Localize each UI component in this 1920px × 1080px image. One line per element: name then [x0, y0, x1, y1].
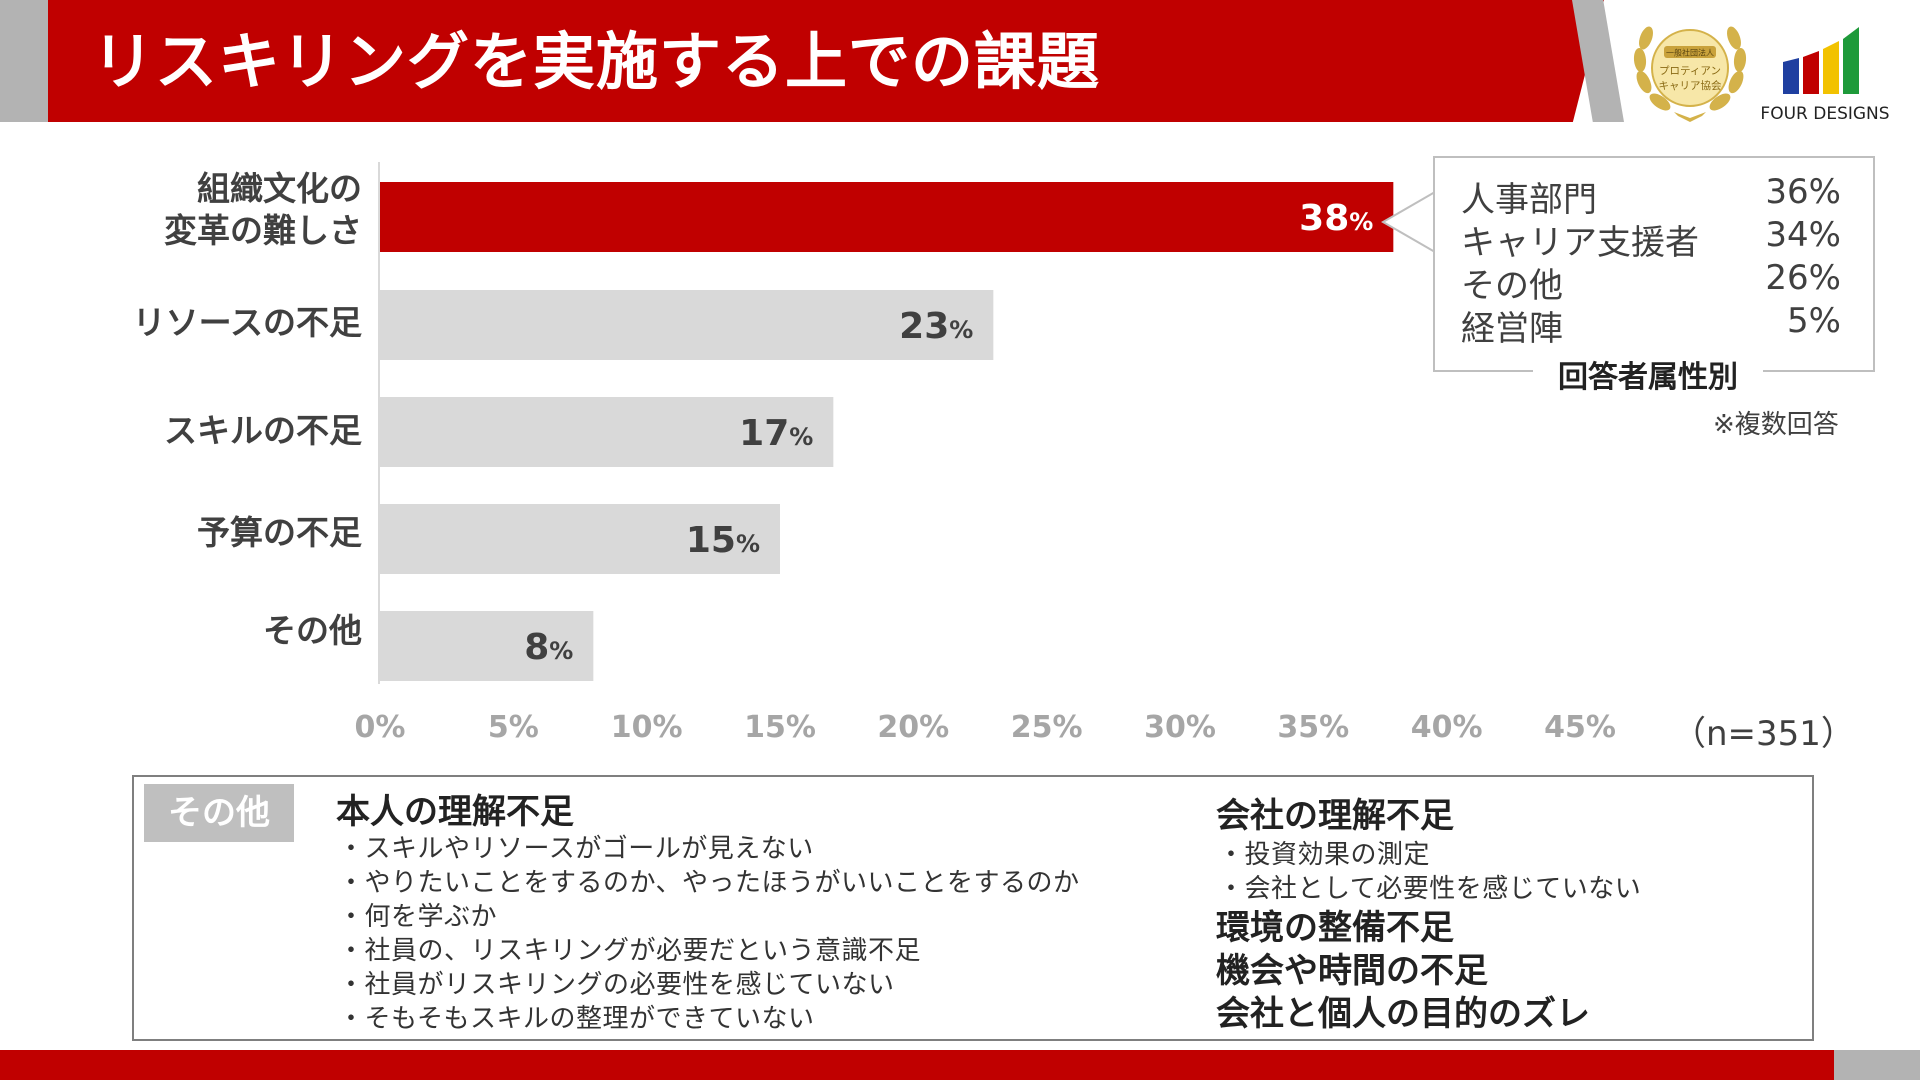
data-label-3: 17%: [739, 413, 813, 454]
heading-opportunity-time: 機会や時間の不足: [1216, 951, 1488, 991]
footer-accent: [1834, 1050, 1920, 1080]
bar-3: [380, 397, 834, 467]
footer-bar: [0, 1050, 1834, 1080]
x-tick-label: 5%: [487, 710, 539, 745]
x-tick-label: 40%: [1410, 710, 1483, 745]
group-title-self-understanding: 本人の理解不足: [336, 792, 574, 832]
brand-bars-icon: [1783, 27, 1859, 94]
callout-row-name: その他: [1461, 266, 1563, 306]
category-label-4: 予算の不足: [197, 513, 362, 552]
callout-row: 人事部門 36%: [1461, 172, 1841, 220]
four-designs-logo: FOUR DESIGNS: [1745, 20, 1905, 128]
sample-size-note: （n=351）: [1672, 714, 1855, 754]
x-tick-label: 35%: [1277, 710, 1350, 745]
group-title-company-understanding: 会社の理解不足: [1216, 796, 1454, 836]
category-label-5: その他: [263, 611, 362, 650]
brand-name: FOUR DESIGNS: [1760, 104, 1890, 124]
category-label-3: スキルの不足: [164, 411, 362, 450]
data-label-4: 15%: [686, 520, 760, 561]
callout-pointer: [1380, 190, 1436, 254]
list-item: ・会社として必要性を感じていない: [1218, 874, 1642, 904]
callout-caption: 回答者属性別: [1533, 352, 1763, 396]
bar-1: [380, 182, 1394, 252]
list-item: ・何を学ぶか: [338, 902, 498, 932]
bar-2: [380, 290, 994, 360]
category-label-1: 組織文化の 変革の難しさ: [82, 168, 362, 252]
data-label-1: 38%: [1299, 198, 1373, 239]
callout-row: キャリア支援者 34%: [1461, 215, 1841, 263]
x-tick-label: 10%: [610, 710, 683, 745]
seal-text-3: キャリア協会: [1659, 79, 1722, 92]
callout-row-value: 34%: [1765, 215, 1841, 255]
seal-text-2: プロティアン: [1659, 65, 1721, 77]
association-seal-logo: 一般社団法人 プロティアン キャリア協会: [1633, 26, 1747, 122]
category-label-1-line-1: 組織文化の: [197, 169, 362, 208]
other-tag: その他: [144, 784, 294, 842]
bar-chart: 38% 23% 17% 15% 8%: [380, 182, 1394, 681]
x-tick-label: 30%: [1144, 710, 1216, 745]
heading-environment: 環境の整備不足: [1216, 908, 1454, 948]
list-item: ・社員がリスキリングの必要性を感じていない: [338, 970, 895, 1000]
respondent-breakdown-box: 人事部門 36% キャリア支援者 34% その他 26% 経営陣 5%: [1433, 156, 1875, 372]
category-label-2: リソースの不足: [132, 303, 362, 342]
bar-4: [380, 504, 780, 574]
seal-text-1: 一般社団法人: [1666, 48, 1714, 58]
other-responses-box: [132, 775, 1814, 1041]
callout-row-value: 5%: [1787, 301, 1841, 341]
callout-row-name: 人事部門: [1461, 180, 1597, 220]
list-item: ・そもそもスキルの整理ができていない: [338, 1004, 815, 1034]
header-bar: [48, 0, 1604, 122]
callout-row-value: 26%: [1765, 258, 1841, 298]
multiple-answers-note: ※複数回答: [1713, 410, 1839, 440]
callout-row-name: キャリア支援者: [1461, 223, 1699, 263]
data-label-2: 23%: [899, 306, 973, 347]
x-tick-label: 15%: [744, 710, 816, 745]
callout-row-value: 36%: [1765, 172, 1841, 212]
x-tick-label: 45%: [1544, 710, 1616, 745]
heading-goal-mismatch: 会社と個人の目的のズレ: [1216, 994, 1590, 1034]
header-accent-left: [0, 0, 48, 122]
x-tick-label: 20%: [877, 710, 950, 745]
list-item: ・スキルやリソースがゴールが見えない: [338, 834, 814, 864]
list-item: ・社員の、リスキリングが必要だという意識不足: [338, 936, 922, 966]
callout-row-name: 経営陣: [1461, 309, 1563, 349]
page-title: リスキリングを実施する上での課題: [92, 25, 1101, 98]
callout-row: その他 26%: [1461, 258, 1841, 306]
x-tick-label: 0%: [354, 710, 406, 745]
category-label-1-line-2: 変革の難しさ: [164, 211, 362, 250]
list-item: ・投資効果の測定: [1218, 840, 1431, 870]
x-tick-label: 25%: [1010, 710, 1083, 745]
bar-5: [380, 611, 594, 681]
list-item: ・やりたいことをするのか、やったほうがいいことをするのか: [338, 868, 1080, 898]
callout-row: 経営陣 5%: [1461, 301, 1841, 349]
y-axis-line: [378, 162, 380, 684]
data-label-5: 8%: [524, 627, 573, 668]
